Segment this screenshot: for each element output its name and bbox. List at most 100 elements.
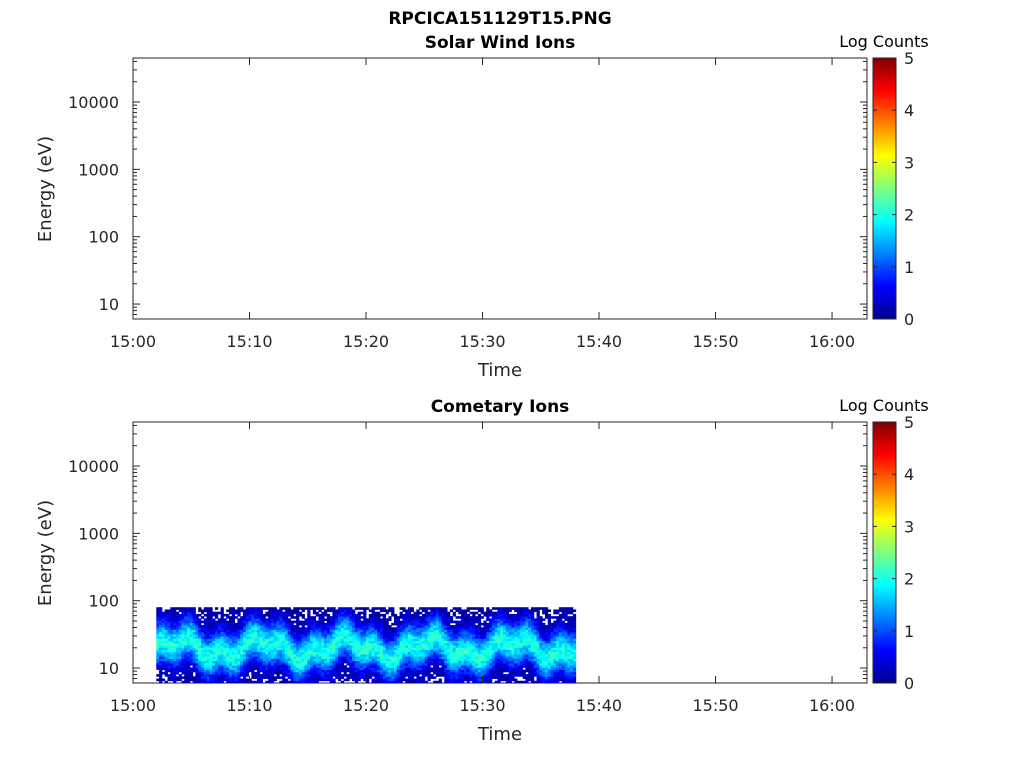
cometary-ions-heat-cell	[570, 665, 574, 668]
cometary-ions-heat-cell	[279, 647, 283, 650]
cometary-ions-heat-cell	[480, 654, 484, 657]
cometary-ions-heat-cell	[287, 638, 291, 642]
cometary-ions-heat-cell	[346, 611, 350, 615]
cometary-ions-heat-cell	[242, 649, 247, 653]
solar-wind-plot-area[interactable]	[132, 57, 868, 320]
cometary-ions-heat-cell	[220, 611, 224, 615]
cometary-ions-heat-cell	[567, 660, 571, 664]
cometary-ions-heat-cell	[377, 674, 381, 677]
cometary-ions-heat-cell	[307, 674, 311, 677]
cometary-ions-heat-cell	[282, 638, 286, 642]
cometary-ions-heat-cell	[231, 676, 235, 679]
solar-wind-colorbar-tick-label: 1	[904, 258, 914, 277]
cometary-ions-heat-cell	[326, 607, 331, 610]
cometary-ions-heat-cell	[564, 618, 568, 621]
cometary-ions-heat-cell	[553, 676, 557, 679]
cometary-ions-heat-cell	[203, 647, 208, 650]
cometary-ions-heat-cell	[539, 616, 543, 619]
cometary-ions-heat-cell	[357, 607, 361, 610]
cometary-ions-heat-cell	[201, 640, 205, 644]
cometary-ions-heat-cell	[419, 678, 423, 682]
cometary-ions-heat-cell	[449, 665, 454, 668]
cometary-ions-heat-cell	[189, 669, 194, 673]
cometary-ions-heat-cell	[354, 665, 359, 668]
cometary-ions-heat-cell	[198, 665, 202, 668]
cometary-ions-heat-cell	[570, 647, 574, 650]
cometary-ions-heat-cell	[226, 625, 230, 628]
cometary-ions-heat-cell	[357, 633, 361, 637]
cometary-ions-heat-cell	[396, 625, 400, 628]
cometary-ions-heat-cell	[405, 658, 409, 662]
cometary-ions-heat-cell	[187, 651, 191, 655]
cometary-ions-heat-cell	[242, 665, 247, 668]
cometary-ions-heat-cell	[514, 629, 518, 633]
cometary-ions-heat-cell	[321, 607, 325, 610]
cometary-ions-heat-cell	[525, 651, 529, 655]
cometary-ions-heat-cell	[338, 658, 342, 662]
cometary-ions-heat-cell	[366, 631, 370, 635]
cometary-ions-heat-cell	[254, 618, 258, 621]
cometary-ions-heat-cell	[393, 629, 398, 633]
cometary-ions-heat-cell	[542, 667, 546, 671]
cometary-ions-heat-cell	[558, 649, 563, 653]
cometary-ions-heat-cell	[352, 669, 356, 673]
cometary-ions-heat-cell	[357, 660, 361, 664]
cometary-ions-heat-cell	[491, 640, 496, 644]
cometary-ions-heat-cell	[175, 625, 180, 628]
cometary-ions-heat-cell	[396, 662, 400, 666]
cometary-ions-heat-cell	[226, 633, 230, 637]
cometary-ions-heat-cell	[497, 609, 501, 613]
cometary-ions-heat-cell	[503, 678, 507, 682]
cometary-ions-heat-cell	[368, 642, 373, 646]
solar-wind-colorbar-tick-label: 5	[904, 49, 914, 68]
cometary-ions-heat-cell	[315, 627, 319, 630]
cometary-ions-heat-cell	[173, 607, 177, 610]
cometary-ions-heat-cell	[254, 660, 258, 664]
cometary-ions-heat-cell	[234, 633, 238, 637]
cometary-ions-heat-cell	[556, 671, 560, 675]
cometary-ions-heat-cell	[536, 678, 540, 682]
cometary-ions-heat-cell	[567, 642, 571, 646]
cometary-ions-heat-cell	[556, 658, 560, 662]
cometary-ions-heat-cell	[321, 631, 325, 635]
cometary-ions-heat-cell	[433, 627, 437, 630]
cometary-ions-heat-cell	[332, 669, 336, 673]
cometary-ions-heat-cell	[256, 662, 261, 666]
cometary-ions-heat-cell	[489, 633, 493, 637]
cometary-ions-heat-cell	[254, 654, 258, 657]
cometary-ions-heat-cell	[229, 660, 233, 664]
cometary-ions-heat-cell	[570, 667, 574, 671]
cometary-ions-heat-cell	[220, 649, 224, 653]
cometary-ions-heat-cell	[201, 665, 205, 668]
cometary-ions-heat-cell	[352, 611, 356, 615]
cometary-ions-heat-cell	[226, 674, 230, 677]
cometary-ions-heat-cell	[494, 645, 498, 648]
cometary-ions-heat-cell	[279, 680, 283, 684]
cometary-ions-heat-cell	[441, 647, 445, 650]
cometary-ions-heat-cell	[477, 618, 482, 621]
cometary-ions-heat-cell	[298, 658, 303, 662]
cometary-ions-heat-cell	[276, 674, 280, 677]
cometary-ions-heat-cell	[189, 654, 194, 657]
cometary-ions-heat-cell	[570, 622, 574, 626]
cometary-ions-heat-cell	[550, 622, 554, 626]
cometary-ions-heat-cell	[276, 651, 280, 655]
cometary-ions-heat-cell	[237, 669, 241, 673]
cometary-ions-heat-cell	[391, 651, 395, 655]
cometary-ions-heat-cell	[189, 667, 194, 671]
cometary-ions-heat-cell	[298, 627, 303, 630]
cometary-ions-heat-cell	[455, 671, 459, 675]
cometary-ions-heat-cell	[234, 674, 238, 677]
cometary-ions-heat-cell	[486, 662, 490, 666]
cometary-ions-heat-cell	[380, 638, 384, 642]
cometary-ions-heat-cell	[553, 611, 557, 615]
cometary-ions-heat-cell	[455, 633, 459, 637]
cometary-ions-heat-cell	[539, 667, 543, 671]
cometary-ions-heat-cell	[284, 669, 289, 673]
cometary-ions-heat-cell	[374, 607, 378, 610]
cometary-ions-heat-cell	[167, 651, 171, 655]
cometary-ions-heat-cell	[346, 658, 350, 662]
cometary-ions-heat-cell	[533, 627, 537, 630]
cometary-ions-heat-cell	[304, 660, 308, 664]
cometary-ions-heat-cell	[544, 636, 549, 639]
